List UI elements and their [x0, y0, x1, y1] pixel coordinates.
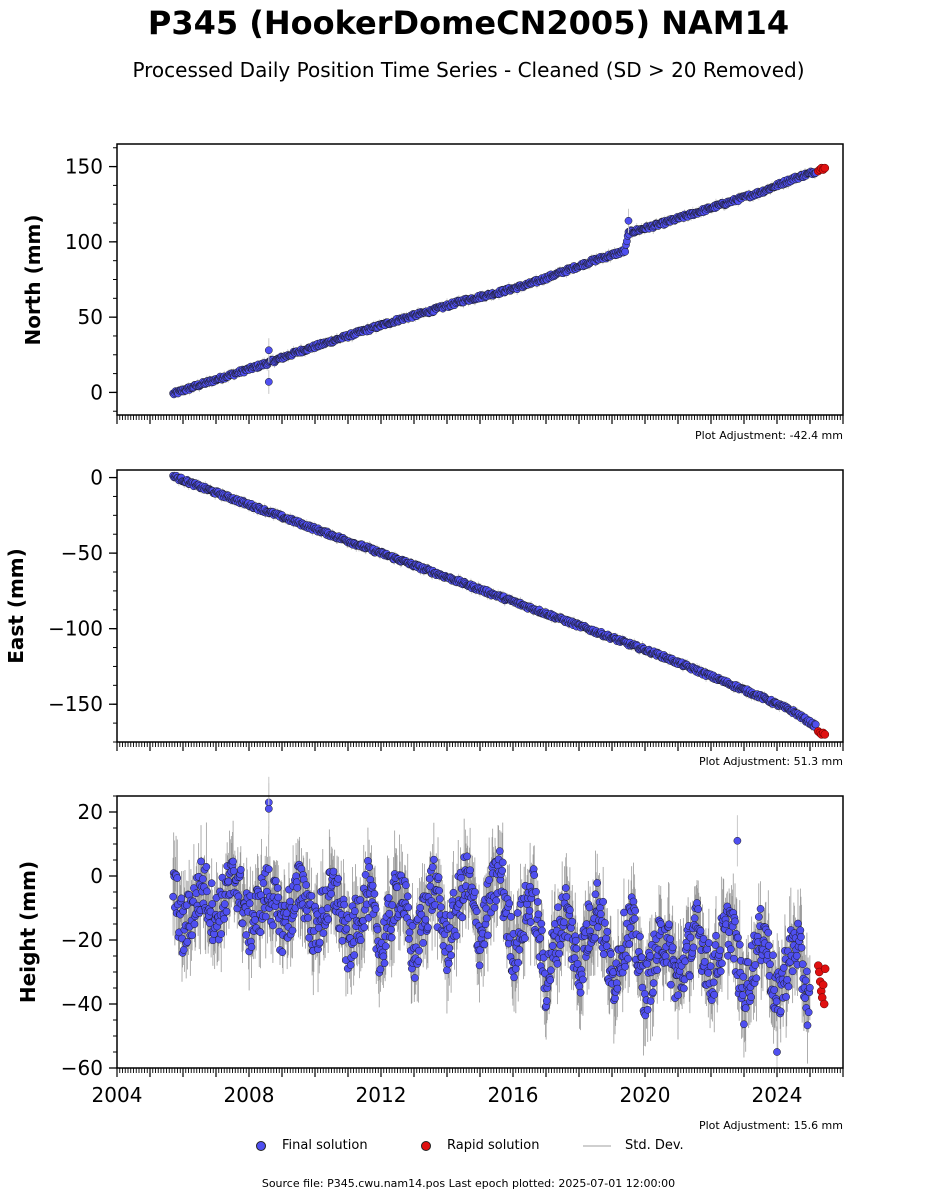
final-solution-point: [220, 915, 229, 923]
outlier-point: [264, 378, 273, 386]
final-solution-point: [179, 946, 188, 954]
rapid-solution-point: [820, 163, 830, 173]
outlier-point: [624, 216, 633, 225]
final-solution-point: [245, 899, 254, 908]
final-solution-point: [256, 928, 265, 937]
final-solution-point: [259, 879, 268, 887]
final-solution-point: [188, 931, 196, 940]
final-solution-point: [251, 916, 259, 924]
final-solution-point: [208, 900, 217, 908]
final-solution-point: [173, 874, 182, 882]
final-solution-point: [229, 857, 237, 866]
panel-2-data: [169, 776, 830, 1078]
final-solution-point: [269, 921, 277, 930]
final-solution-point: [272, 877, 280, 885]
final-solution-point: [242, 931, 251, 939]
final-solution-point: [261, 912, 270, 921]
final-solution-point: [190, 920, 199, 929]
final-solution-point: [203, 887, 211, 896]
panel-1-data: [169, 471, 830, 739]
final-solution-point: [222, 907, 231, 916]
final-solution-point: [264, 865, 273, 873]
panel-1-frame: [116, 469, 844, 743]
y-tick-label: −50: [61, 541, 103, 565]
final-solution-point: [273, 884, 282, 892]
panel-0-data: [169, 163, 830, 399]
y-tick-label: −100: [48, 617, 103, 641]
final-solution-point: [238, 919, 247, 928]
final-solution-point: [286, 897, 294, 906]
final-solution-point: [811, 720, 820, 729]
y-tick-label: 0: [90, 466, 103, 490]
y-axis-label: East (mm): [4, 548, 28, 664]
y-tick-label: 100: [65, 230, 103, 254]
final-solution-point: [278, 948, 287, 956]
final-solution-point: [224, 877, 233, 886]
final-solution-point: [236, 865, 245, 874]
y-tick-label: 150: [65, 155, 103, 179]
final-solution-point: [197, 857, 205, 866]
rapid-solution-point: [820, 730, 830, 739]
final-solution-point: [169, 892, 177, 901]
final-solution-point: [229, 867, 238, 875]
final-solution-point: [217, 930, 226, 938]
final-solution-point: [183, 938, 192, 946]
chart-title: P345 (HookerDomeCN2005) NAM14: [147, 4, 790, 42]
final-solution-point: [220, 900, 229, 908]
final-solution-point: [621, 247, 630, 256]
y-tick-label: 50: [78, 305, 103, 329]
final-solution-point: [247, 943, 256, 951]
final-solution-point: [274, 893, 283, 902]
final-solution-point: [207, 879, 216, 888]
final-solution-point: [288, 926, 297, 935]
y-tick-label: 0: [90, 380, 103, 404]
final-solution-point: [198, 875, 207, 883]
y-tick-label: −150: [48, 692, 103, 716]
final-solution-point: [177, 894, 186, 903]
y-axis-label: North (mm): [21, 214, 45, 345]
final-solution-point: [202, 863, 211, 871]
chart-subtitle: Processed Daily Position Time Series - C…: [132, 58, 805, 82]
outlier-point: [264, 346, 273, 355]
